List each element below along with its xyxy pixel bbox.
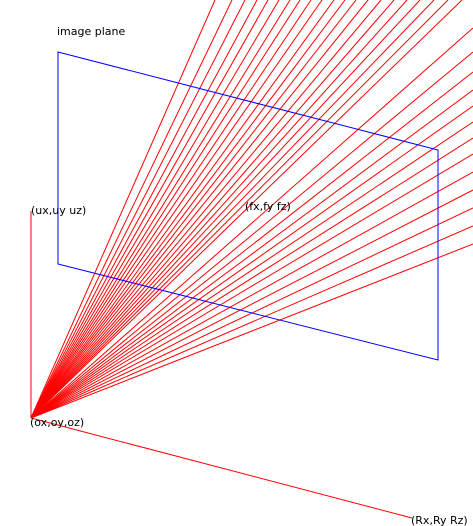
- projection-ray: [31, 52, 473, 418]
- projection-ray: [31, 90, 473, 418]
- right-point-label: (Rx,Ry Rz): [411, 514, 468, 526]
- projection-ray: [31, 0, 407, 418]
- right-axis: [31, 418, 412, 518]
- projection-ray: [31, 28, 473, 418]
- projection-ray: [31, 106, 473, 418]
- projection-ray: [31, 190, 473, 418]
- projection-ray: [31, 154, 473, 418]
- projection-ray: [31, 0, 448, 418]
- focal-point-label: (fx,fy fz): [245, 200, 291, 213]
- image-plane-label: image plane: [57, 25, 126, 38]
- origin-point-label: (ox,oy,oz): [30, 416, 84, 429]
- up-point-label: (ux,uy uz): [31, 204, 86, 217]
